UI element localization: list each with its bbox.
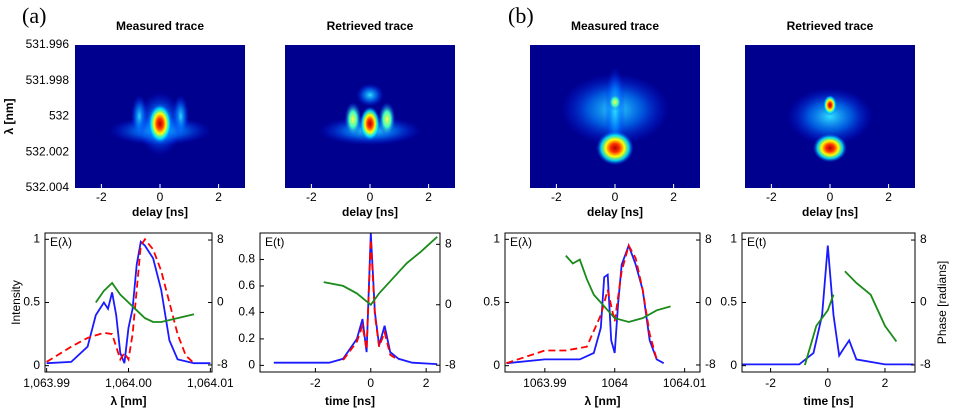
x-tick-label: 0 <box>827 190 834 204</box>
y-tick-label: 532 <box>49 109 69 123</box>
y-axis-label: λ [nm] <box>2 98 16 134</box>
y-tick-label: 1 <box>493 231 500 245</box>
heatmap-blob <box>378 102 396 137</box>
x-tick-label: -2 <box>766 190 777 204</box>
y2-tick-label: 0 <box>705 295 712 309</box>
panel-title: Retrieved trace <box>327 19 414 33</box>
plot-frame <box>259 232 441 373</box>
y2-tick-label: 8 <box>217 232 224 246</box>
y-tick-label: 0 <box>493 358 500 372</box>
y-tick-label: 531.998 <box>26 73 70 87</box>
x-tick-label: -2 <box>551 190 562 204</box>
y2-tick-label: -8 <box>217 357 228 371</box>
y-tick-label: 0.5 <box>23 295 40 309</box>
y-tick-label: 0.5 <box>483 295 500 309</box>
x-tick-label: 0 <box>367 376 374 390</box>
x-tick-label: 1064.01 <box>663 376 707 390</box>
x-tick-label: 0 <box>824 376 831 390</box>
x-axis-label: time [ns] <box>325 394 375 408</box>
x-tick-label: 1,064.00 <box>105 376 152 390</box>
x-axis-label: λ [nm] <box>585 394 621 408</box>
y2-tick-label: -8 <box>705 357 716 371</box>
y2-tick-label: 8 <box>445 237 452 251</box>
annotation: E(λ) <box>50 235 72 249</box>
y2-tick-label: 0 <box>920 295 927 309</box>
x-axis-label: delay [ns] <box>587 205 643 219</box>
y-tick-label: 1 <box>730 231 737 245</box>
panel-title: Measured trace <box>116 19 204 33</box>
x-axis-label: time [ns] <box>803 394 853 408</box>
x-tick-label: 1,063.99 <box>23 376 70 390</box>
heatmap-blob <box>344 102 362 137</box>
y2-tick-label: 8 <box>920 232 927 246</box>
x-tick-label: 0 <box>157 190 164 204</box>
series-line <box>506 243 658 365</box>
y2-tick-label: 0 <box>445 297 452 311</box>
annotation: E(t) <box>265 235 284 249</box>
x-tick-label: 1063.99 <box>523 376 567 390</box>
y-tick-label: 531.996 <box>26 37 70 51</box>
y-tick-label: 0.6 <box>238 278 255 292</box>
y2-tick-label: -8 <box>920 357 931 371</box>
y-tick-label: 0 <box>248 358 255 372</box>
y2-tick-label: 0 <box>217 295 224 309</box>
heatmap-blob <box>787 87 873 146</box>
series-line <box>342 239 399 361</box>
y-axis-label: Intensity <box>9 280 23 325</box>
x-tick-label: 2 <box>670 190 677 204</box>
y-tick-label: 0.4 <box>238 305 255 319</box>
x-tick-label: 0 <box>612 190 619 204</box>
series-line <box>46 240 211 365</box>
y-tick-label: 532.004 <box>26 180 70 194</box>
heatmap-blob <box>356 83 384 107</box>
heatmap-blob <box>608 93 622 111</box>
x-tick-label: 2 <box>215 190 222 204</box>
x-tick-label: -2 <box>96 190 107 204</box>
x-axis-label: delay [ns] <box>802 205 858 219</box>
y2-tick-label: 8 <box>705 232 712 246</box>
y-tick-label: 532.002 <box>26 144 70 158</box>
y-tick-label: 0 <box>730 358 737 372</box>
panel-label: (b) <box>508 3 534 28</box>
x-axis-label: λ [nm] <box>111 394 147 408</box>
x-axis-label: delay [ns] <box>342 205 398 219</box>
x-tick-label: -2 <box>310 376 321 390</box>
x-tick-label: -2 <box>306 190 317 204</box>
y-tick-label: 0.5 <box>720 295 737 309</box>
x-tick-label: 2 <box>885 190 892 204</box>
x-tick-label: 2 <box>882 376 889 390</box>
series-line <box>273 233 438 365</box>
y2-tick-label: -8 <box>445 357 456 371</box>
y-tick-label: 0 <box>33 358 40 372</box>
series-line <box>804 270 898 366</box>
annotation: E(t) <box>747 235 766 249</box>
series-line <box>323 236 438 307</box>
y-tick-label: 0.2 <box>238 331 255 345</box>
heatmap-blob <box>823 95 837 116</box>
x-axis-label: delay [ns] <box>132 205 188 219</box>
heatmap-blob <box>813 133 847 163</box>
annotation: E(λ) <box>510 235 532 249</box>
y2-axis-label: Phase [radians] <box>935 261 949 344</box>
x-tick-label: -2 <box>765 376 776 390</box>
panel-title: Measured trace <box>571 19 659 33</box>
panel-label: (a) <box>22 3 46 28</box>
x-tick-label: 0 <box>367 190 374 204</box>
x-tick-label: 2 <box>423 376 430 390</box>
y-tick-label: 0.8 <box>238 252 255 266</box>
heatmap-blob <box>148 103 172 144</box>
x-tick-label: 2 <box>425 190 432 204</box>
x-tick-label: 1064 <box>601 376 628 390</box>
heatmap-blob <box>359 106 381 141</box>
x-tick-label: 1,064.01 <box>187 376 234 390</box>
series-line <box>506 242 665 365</box>
panel-title: Retrieved trace <box>787 19 874 33</box>
y-tick-label: 1 <box>33 231 40 245</box>
series-line <box>95 281 195 323</box>
series-line <box>742 245 914 366</box>
heatmap-blob <box>596 130 634 166</box>
series-line <box>565 255 671 323</box>
